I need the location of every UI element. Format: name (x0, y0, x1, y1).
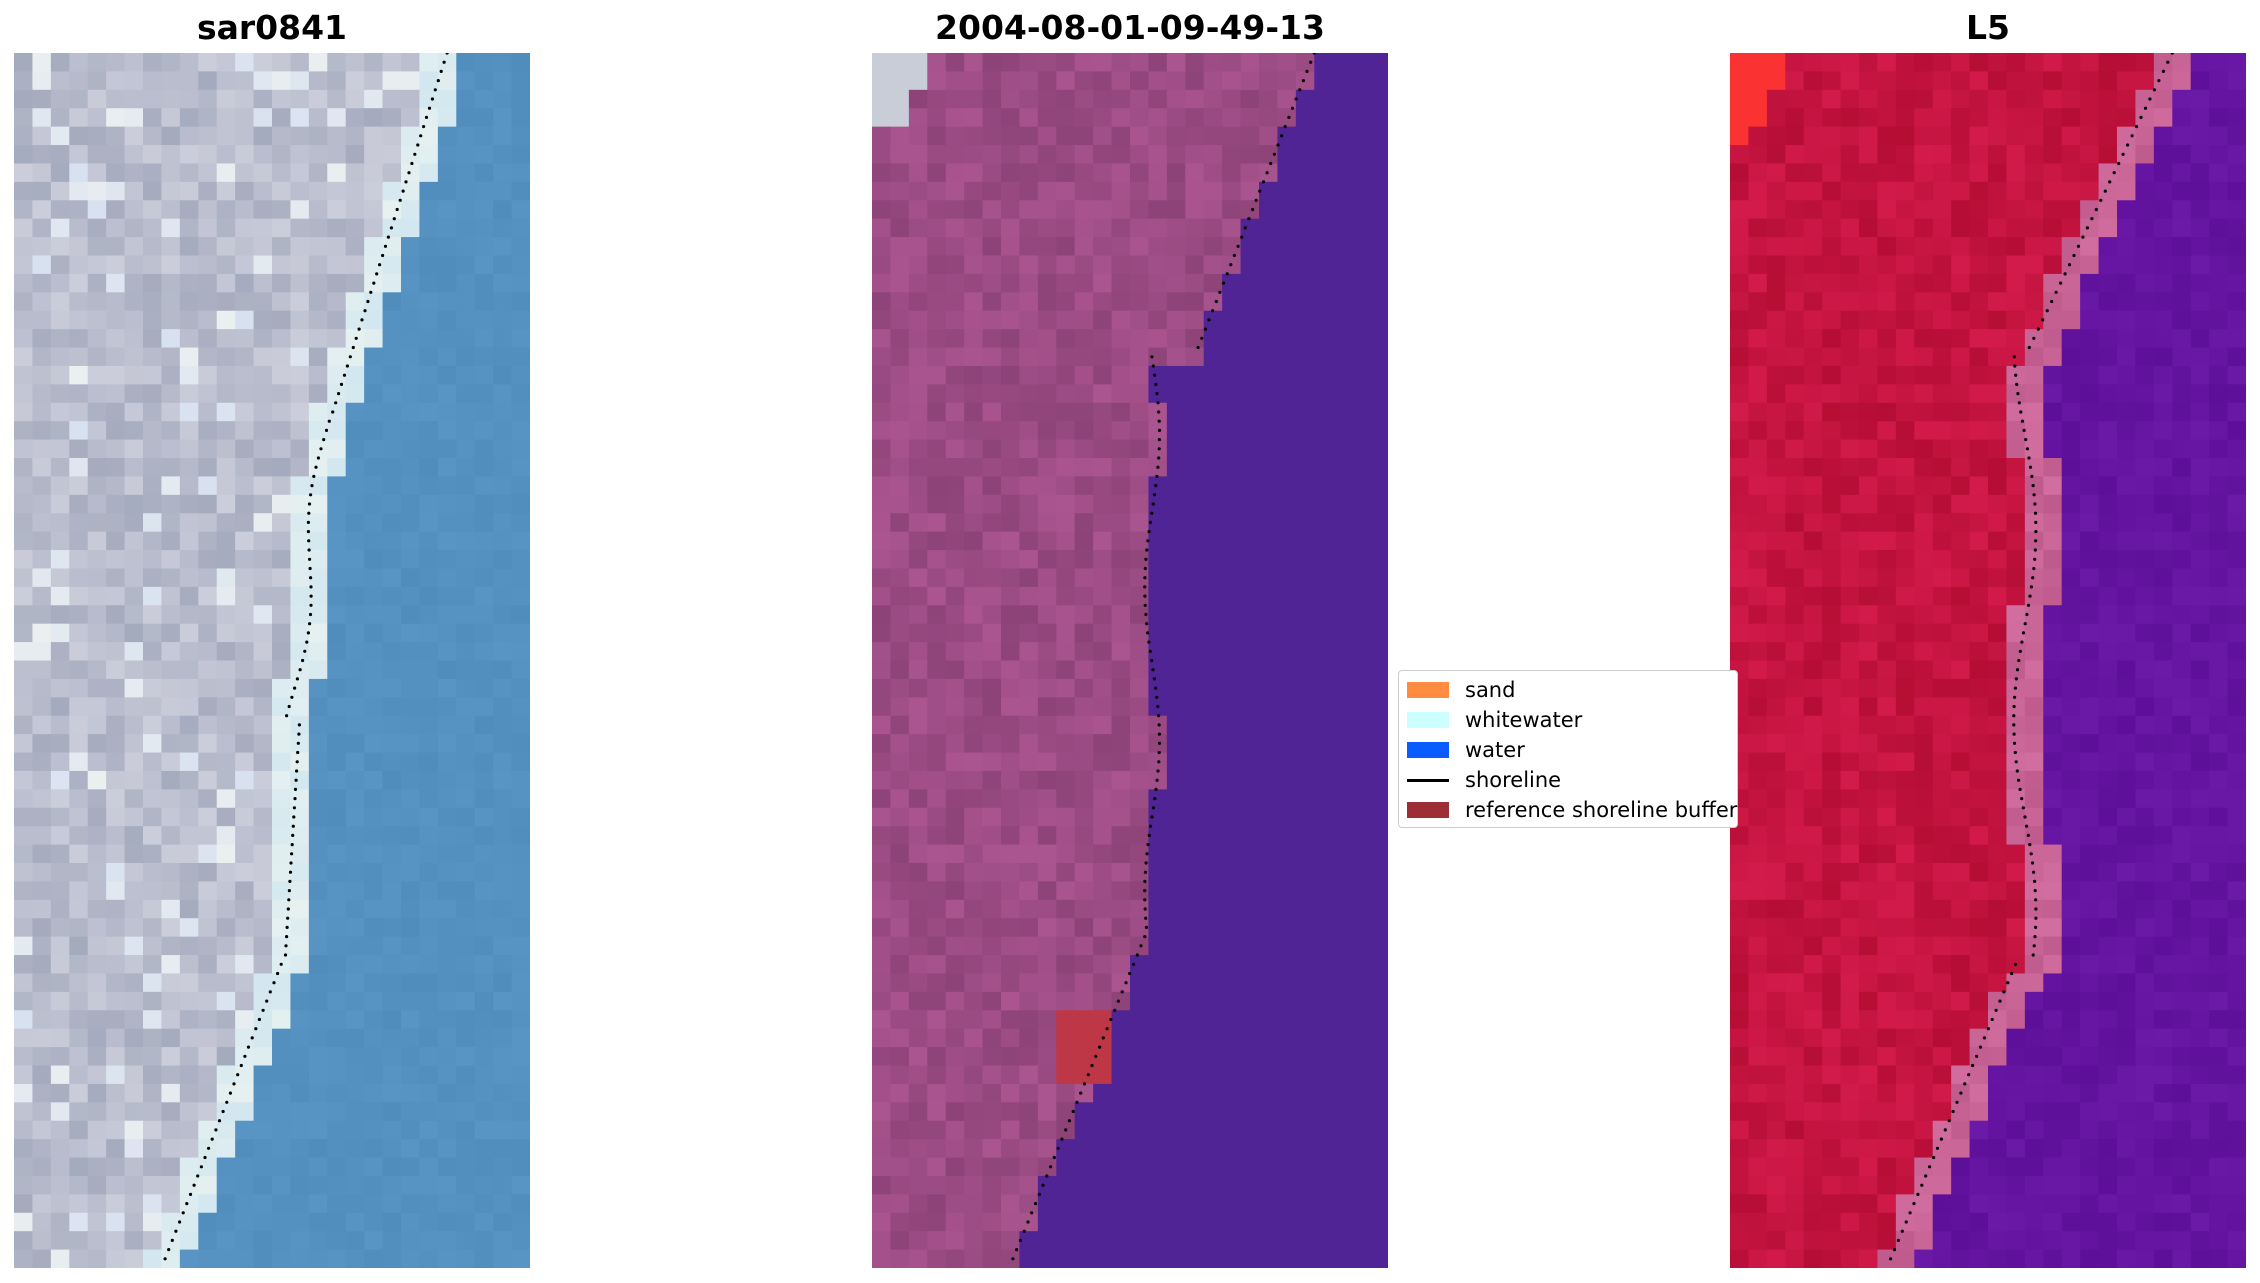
legend-label: shoreline (1465, 768, 1562, 792)
legend-item-sand: sand (1407, 675, 1515, 705)
legend-item-shoreline: shoreline (1407, 765, 1561, 795)
legend-label: sand (1465, 678, 1516, 702)
legend-item-water: water (1407, 735, 1525, 765)
legend-swatch-reference-buffer (1407, 802, 1449, 818)
legend-item-whitewater: whitewater (1407, 705, 1582, 735)
legend-item-reference-buffer: reference shoreline buffer (1407, 795, 1737, 825)
panel-title-classified: 2004-08-01-09-49-13 (935, 8, 1325, 47)
legend-line-shoreline (1407, 778, 1449, 782)
legend-swatch-water (1407, 742, 1449, 758)
legend: sand whitewater water shoreline referenc… (1398, 670, 1738, 828)
index-image (1730, 53, 2246, 1268)
panel-title-index: L5 (1966, 8, 2010, 47)
rgb-image-panel (14, 53, 530, 1268)
legend-label: whitewater (1465, 708, 1583, 732)
rgb-image (14, 53, 530, 1268)
legend-swatch-sand (1407, 682, 1449, 698)
index-image-panel (1730, 53, 2246, 1268)
shoreline-dots (1889, 53, 2174, 1261)
classified-image-panel (872, 53, 1388, 1268)
shoreline-dots (1011, 53, 1316, 1261)
legend-label: water (1465, 738, 1525, 762)
classified-image (872, 53, 1388, 1268)
legend-swatch-whitewater (1407, 712, 1449, 728)
shoreline-dots (163, 53, 449, 1261)
panel-title-rgb: sar0841 (196, 8, 348, 47)
legend-label: reference shoreline buffer (1465, 798, 1738, 822)
